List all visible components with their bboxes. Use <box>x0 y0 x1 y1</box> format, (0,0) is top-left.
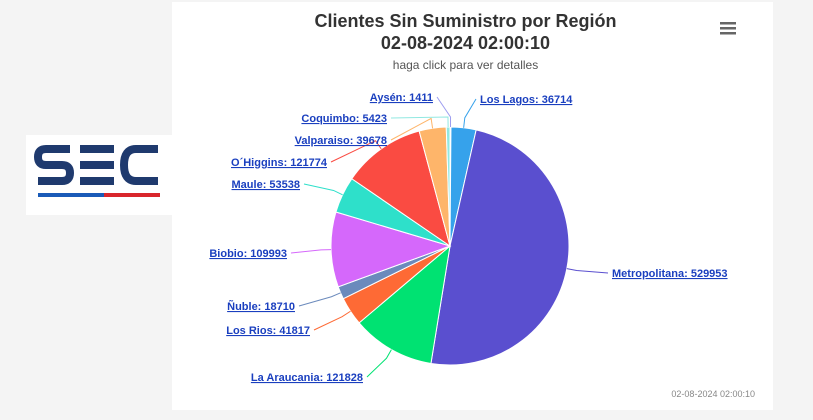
connector-aysen <box>436 96 452 128</box>
chart-title-line1: Clientes Sin Suministro por Región <box>314 11 617 31</box>
connector-biobio <box>290 249 332 254</box>
data-label-los-lagos[interactable]: Los Lagos: 36714 <box>480 94 573 106</box>
connector-la-araucania <box>366 349 392 378</box>
hamburger-icon <box>720 22 736 35</box>
data-label-biobio[interactable]: Biobio: 109993 <box>209 248 287 260</box>
connector-valparaiso <box>390 117 434 141</box>
data-label-la-araucania[interactable]: La Araucania: 121828 <box>251 372 363 384</box>
pie-slice-o-higgins[interactable] <box>351 130 451 248</box>
connector-los-rios <box>313 310 351 331</box>
sec-logo-mark <box>33 145 160 197</box>
data-label-aysen[interactable]: Aysén: 1411 <box>370 92 433 104</box>
connector-o-higgins <box>330 140 382 163</box>
data-label-los-rios[interactable]: Los Rios: 41817 <box>226 325 310 337</box>
data-label-metropolitana[interactable]: Metropolitana: 529953 <box>612 268 728 280</box>
connector-metropolitana <box>566 268 609 274</box>
connector-los-lagos <box>463 98 477 128</box>
data-label-o-higgins[interactable]: O´Higgins: 121774 <box>231 157 328 169</box>
chart-subtitle: haga click para ver detalles <box>392 58 539 72</box>
connector-coquimbo <box>390 116 449 128</box>
pie-slice-biobio[interactable] <box>330 211 452 288</box>
data-label-nuble[interactable]: Ñuble: 18710 <box>227 300 295 313</box>
pie-slice-metropolitana[interactable] <box>430 129 570 366</box>
chart-title-line2: 02-08-2024 02:00:10 <box>380 33 551 53</box>
chart-menu-button[interactable] <box>716 18 740 38</box>
connector-nuble <box>298 292 341 307</box>
data-label-coquimbo[interactable]: Coquimbo: 5423 <box>301 113 387 125</box>
data-label-maule[interactable]: Maule: 53538 <box>232 179 300 191</box>
data-label-valparaiso[interactable]: Valparaiso: 39678 <box>295 135 387 147</box>
connector-maule <box>303 183 343 196</box>
sec-logo <box>26 135 172 215</box>
chart-title: Clientes Sin Suministro por Región 02-08… <box>172 10 759 54</box>
footer-timestamp: 02-08-2024 02:00:10 <box>671 389 755 399</box>
